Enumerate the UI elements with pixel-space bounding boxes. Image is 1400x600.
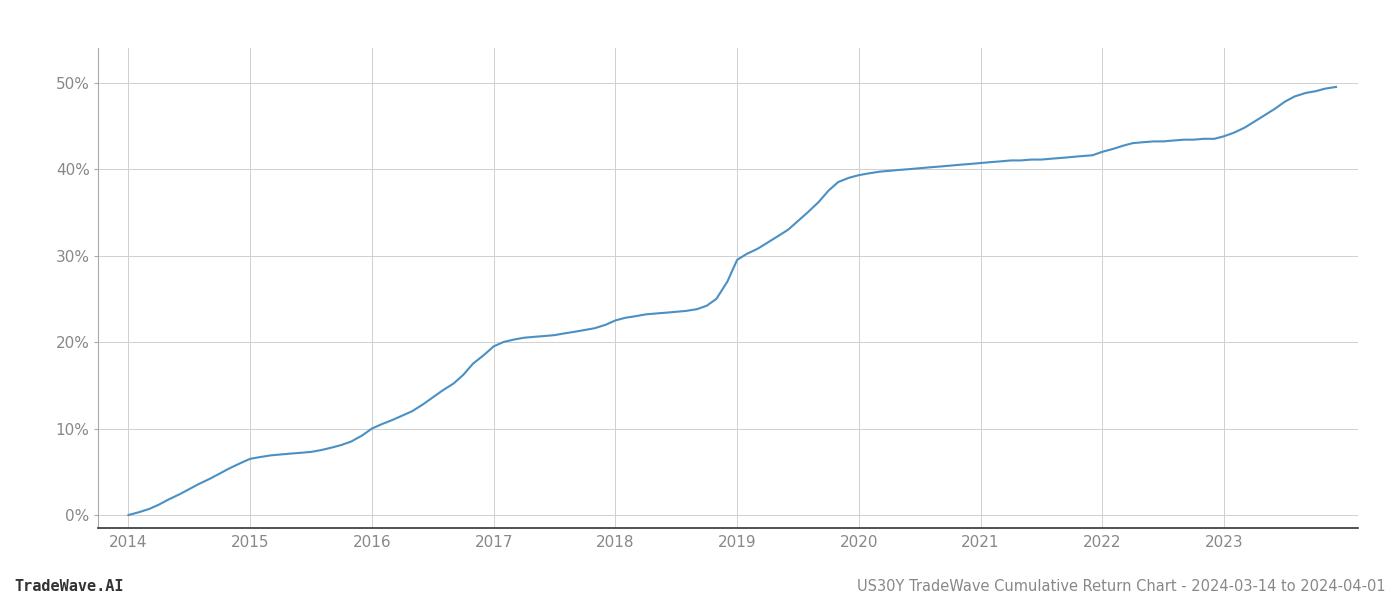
Text: US30Y TradeWave Cumulative Return Chart - 2024-03-14 to 2024-04-01: US30Y TradeWave Cumulative Return Chart … xyxy=(857,579,1386,594)
Text: TradeWave.AI: TradeWave.AI xyxy=(14,579,123,594)
